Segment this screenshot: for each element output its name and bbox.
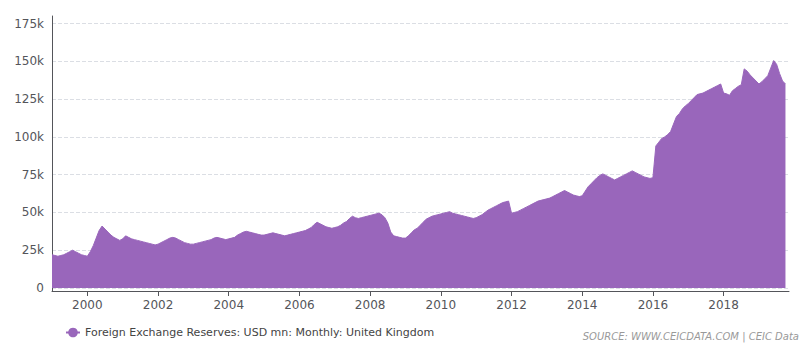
svg-text:2002: 2002 xyxy=(143,298,174,312)
svg-text:150k: 150k xyxy=(14,54,44,68)
svg-text:2010: 2010 xyxy=(426,298,457,312)
svg-text:50k: 50k xyxy=(22,205,44,219)
svg-text:2008: 2008 xyxy=(355,298,386,312)
svg-text:100k: 100k xyxy=(14,130,44,144)
svg-text:2016: 2016 xyxy=(638,298,669,312)
svg-text:2014: 2014 xyxy=(567,298,598,312)
svg-text:75k: 75k xyxy=(22,168,44,182)
svg-text:2006: 2006 xyxy=(284,298,315,312)
svg-text:125k: 125k xyxy=(14,92,44,106)
svg-text:2018: 2018 xyxy=(708,298,739,312)
svg-text:2000: 2000 xyxy=(72,298,103,312)
svg-text:175k: 175k xyxy=(14,17,44,31)
svg-text:0: 0 xyxy=(36,281,44,295)
svg-text:25k: 25k xyxy=(22,243,44,257)
svg-text:Foreign Exchange Reserves: USD: Foreign Exchange Reserves: USD mn: Month… xyxy=(85,326,434,339)
svg-text:2004: 2004 xyxy=(213,298,244,312)
svg-text:2012: 2012 xyxy=(496,298,527,312)
svg-text:SOURCE: WWW.CEICDATA.COM | CEI: SOURCE: WWW.CEICDATA.COM | CEIC Data xyxy=(583,331,799,343)
